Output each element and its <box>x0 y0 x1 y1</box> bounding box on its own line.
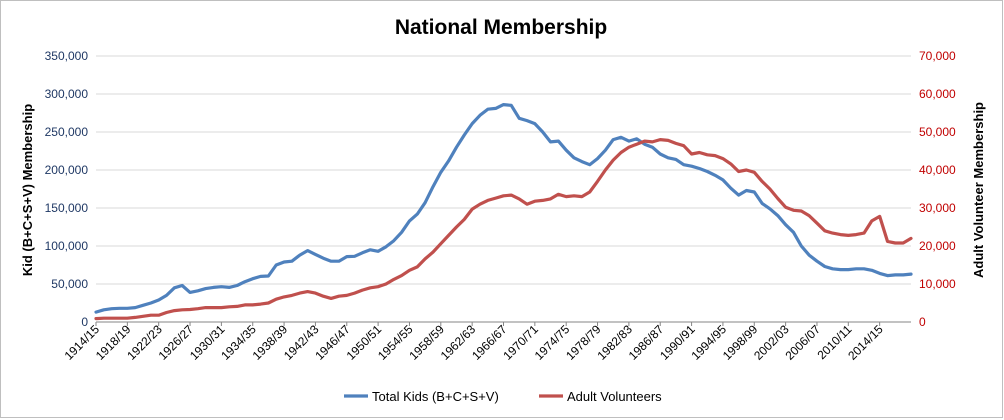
left-y-tick-label: 350,000 <box>45 49 89 63</box>
x-tick-label: 2014/15 <box>845 322 886 363</box>
left-y-tick-label: 100,000 <box>45 239 89 253</box>
series-line-total-kids <box>94 103 913 314</box>
right-y-tick-label: 0 <box>919 315 926 329</box>
series-group <box>94 103 913 321</box>
left-y-tick-label: 50,000 <box>51 277 88 291</box>
series-line-adult-volunteers <box>94 138 913 321</box>
left-y-tick-label: 300,000 <box>45 87 89 101</box>
left-y-axis-label: Kid (B+C+S+V) Membership <box>20 104 35 276</box>
right-y-tick-label: 40,000 <box>919 163 956 177</box>
right-y-tick-label: 70,000 <box>919 49 956 63</box>
left-y-tick-label: 250,000 <box>45 125 89 139</box>
left-y-axis-ticks: 0 50,000 100,000 150,000 200,000 250,000 300,0… <box>45 49 89 329</box>
right-y-tick-label: 20,000 <box>919 239 956 253</box>
gridlines <box>96 55 911 285</box>
left-y-tick-label: 150,000 <box>45 201 89 215</box>
left-y-tick-label: 0 <box>81 315 88 329</box>
right-y-axis-label: Adult Volunteer Membership <box>971 102 986 278</box>
x-axis-ticks: 1914/151918/191922/231926/271930/311934/… <box>62 322 886 363</box>
x-tick-label: 2006/07 <box>783 322 824 363</box>
left-y-tick-label: 200,000 <box>45 163 89 177</box>
right-y-tick-label: 30,000 <box>919 201 956 215</box>
right-y-tick-label: 60,000 <box>919 87 956 101</box>
legend-label: Total Kids (B+C+S+V) <box>372 389 499 404</box>
right-y-tick-label: 50,000 <box>919 125 956 139</box>
chart-title: National Membership <box>395 16 607 39</box>
legend-label: Adult Volunteers <box>567 389 662 404</box>
legend: Total Kids (B+C+S+V) Adult Volunteers <box>344 389 662 404</box>
right-y-axis-ticks: 0 10,000 20,000 30,000 40,000 50,000 60,000 70,… <box>919 49 956 329</box>
right-y-tick-label: 10,000 <box>919 277 956 291</box>
